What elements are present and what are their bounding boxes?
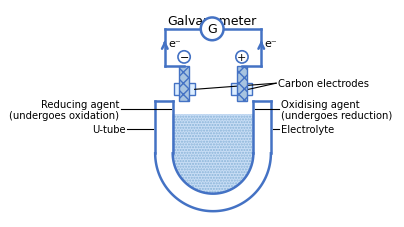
Circle shape <box>236 52 248 64</box>
Text: Oxidising agent
(undergoes reduction): Oxidising agent (undergoes reduction) <box>280 99 392 121</box>
Circle shape <box>201 18 223 41</box>
Polygon shape <box>173 115 253 194</box>
Polygon shape <box>173 115 253 194</box>
Bar <box>231 84 252 96</box>
Text: Carbon electrodes: Carbon electrodes <box>278 79 369 89</box>
Bar <box>174 84 195 96</box>
Text: Galvanometer: Galvanometer <box>168 15 257 28</box>
Text: Electrolyte: Electrolyte <box>280 124 334 134</box>
Bar <box>237 66 247 101</box>
Text: Reducing agent
(undergoes oxidation): Reducing agent (undergoes oxidation) <box>9 99 119 121</box>
Text: −: − <box>179 53 189 63</box>
Text: U-tube: U-tube <box>92 124 125 134</box>
Bar <box>179 66 189 101</box>
Text: e⁻: e⁻ <box>168 39 181 49</box>
Circle shape <box>178 52 190 64</box>
Text: +: + <box>237 53 247 63</box>
Text: e⁻: e⁻ <box>265 39 278 49</box>
Text: G: G <box>207 23 217 36</box>
